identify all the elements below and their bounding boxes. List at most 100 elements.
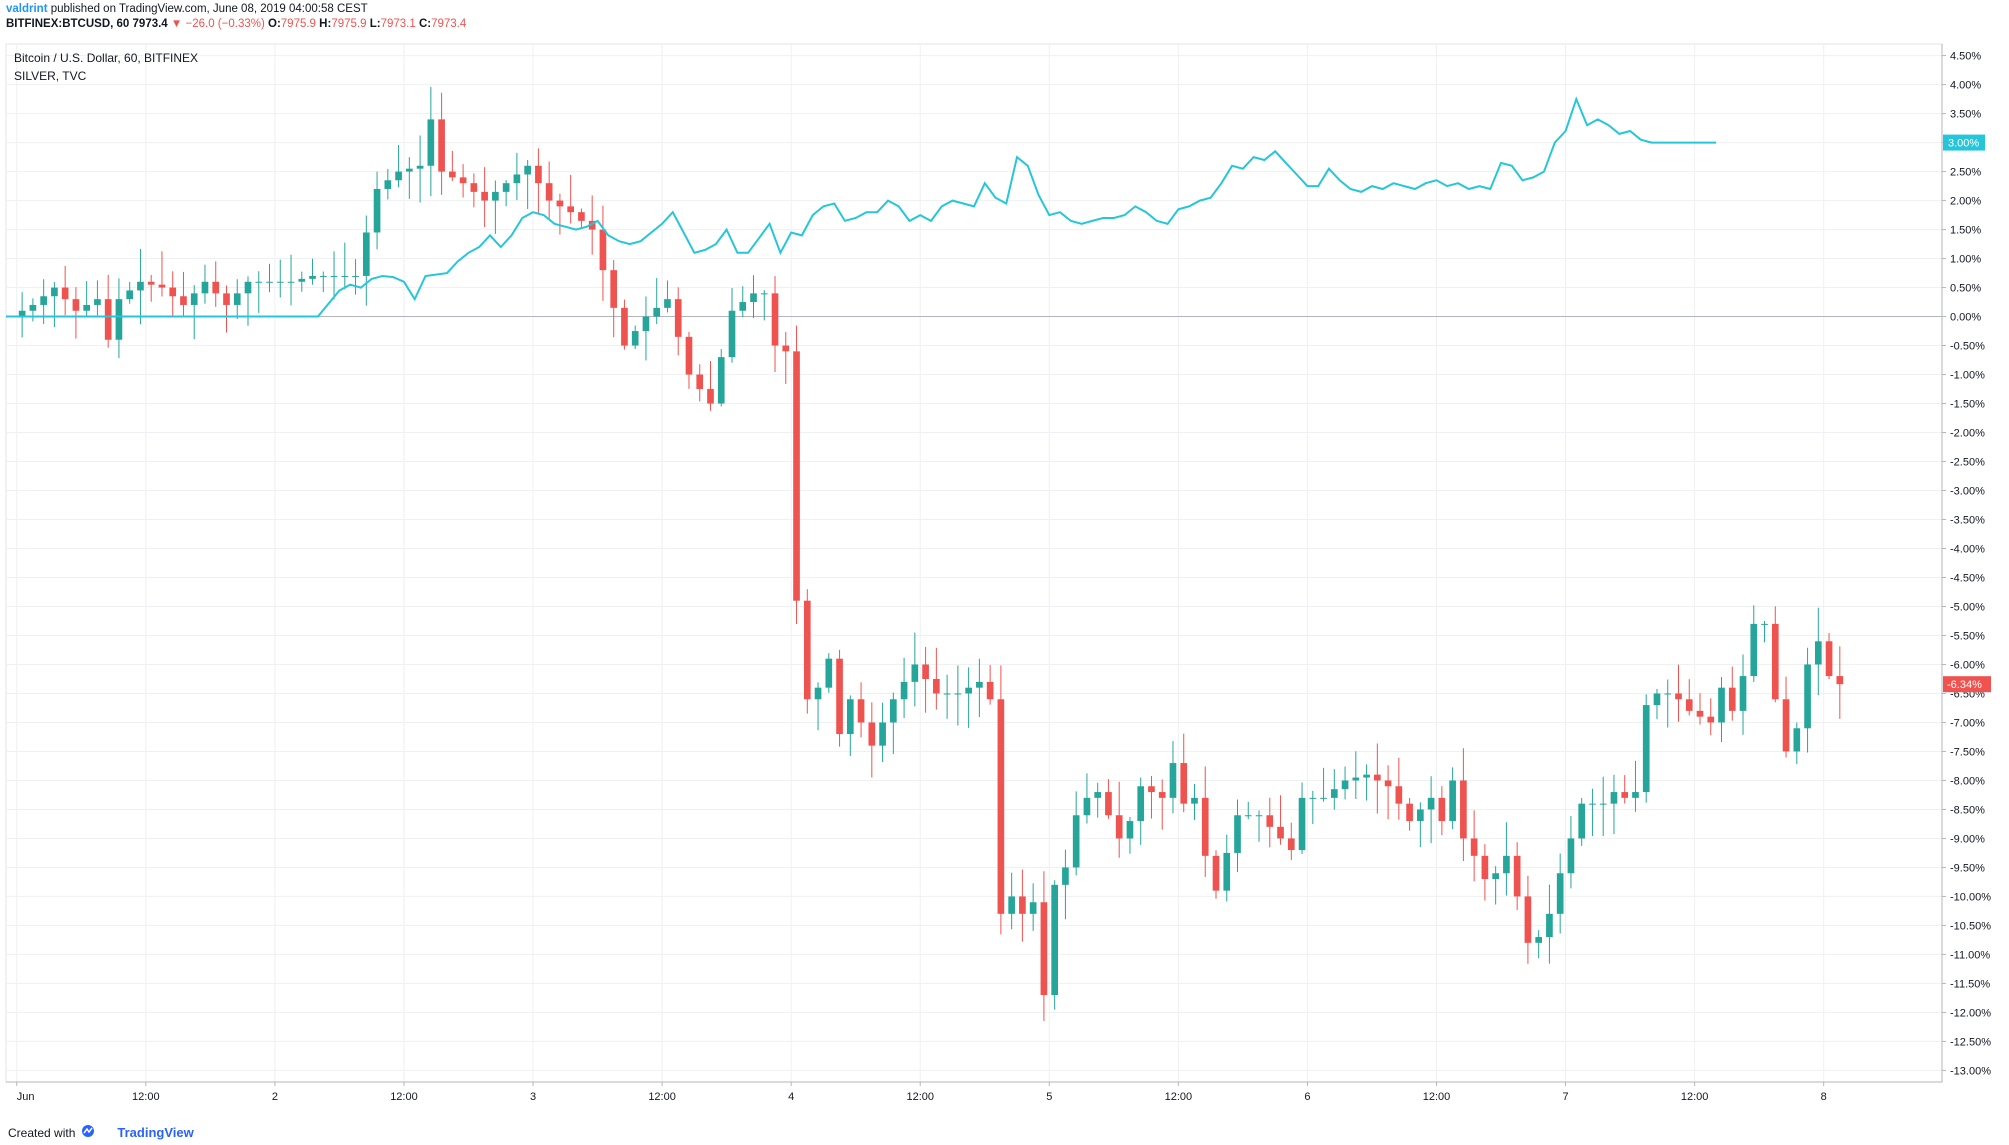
candle-body bbox=[836, 658, 843, 735]
symbol-name: BITFINEX:BTCUSD, 60 bbox=[6, 18, 130, 30]
candle-body bbox=[1352, 777, 1360, 781]
y-tick-label: 4.00% bbox=[1950, 80, 1981, 92]
y-tick-label: -4.00% bbox=[1950, 544, 1985, 556]
y-tick-label: -7.00% bbox=[1950, 717, 1985, 729]
candle-body bbox=[1492, 873, 1499, 880]
y-tick-label: -10.00% bbox=[1950, 891, 1991, 903]
candle-body bbox=[793, 351, 800, 601]
candle-body bbox=[986, 681, 994, 700]
candle-body bbox=[223, 293, 230, 305]
last-value-labels: 3.00% -6.34% bbox=[1943, 134, 1991, 693]
candle-body bbox=[889, 699, 897, 723]
candle-body bbox=[126, 290, 134, 300]
candle-body bbox=[599, 229, 607, 271]
x-tick-label: 12:00 bbox=[648, 1091, 676, 1103]
candle-body bbox=[1664, 693, 1672, 695]
candle-body bbox=[449, 171, 456, 178]
candle-body bbox=[147, 281, 155, 285]
candle-body bbox=[1739, 676, 1747, 711]
candle-body bbox=[1105, 792, 1112, 816]
candle-body bbox=[266, 281, 273, 283]
candle-body bbox=[405, 168, 413, 172]
candle-body bbox=[330, 275, 338, 277]
x-tick-label: 3 bbox=[530, 1091, 536, 1103]
footer: Created with TradingView bbox=[8, 1124, 194, 1141]
candle-body bbox=[1363, 774, 1370, 778]
candle-body bbox=[1793, 728, 1801, 752]
candle-body bbox=[1782, 699, 1790, 752]
candle-body bbox=[1201, 797, 1209, 856]
y-tick-label: -8.50% bbox=[1950, 804, 1985, 816]
candle-body bbox=[1395, 786, 1403, 804]
btc-last-badge bbox=[1943, 676, 1991, 693]
candle-body bbox=[1771, 623, 1779, 700]
candle-body bbox=[1610, 792, 1618, 804]
legend-compare[interactable]: SILVER, TVC bbox=[14, 69, 87, 83]
candle-body bbox=[922, 664, 929, 679]
candle-body bbox=[1567, 838, 1575, 874]
candle-body bbox=[309, 275, 316, 279]
low-label: L: bbox=[369, 18, 381, 30]
candle-body bbox=[459, 177, 467, 184]
candle-body bbox=[115, 299, 123, 340]
down-arrow-icon: ▼ bbox=[170, 18, 183, 30]
candle-body bbox=[513, 174, 521, 184]
created-with-text: Created with bbox=[8, 1125, 76, 1140]
x-tick-label: 8 bbox=[1821, 1091, 1827, 1103]
candle-body bbox=[707, 389, 714, 404]
candle-body bbox=[438, 119, 445, 172]
candle-body bbox=[1384, 780, 1392, 787]
candle-body bbox=[954, 693, 962, 695]
candle-body bbox=[51, 287, 58, 297]
y-tick-label: -10.50% bbox=[1950, 920, 1991, 932]
candle-body bbox=[1513, 855, 1521, 897]
x-tick-label: 2 bbox=[272, 1091, 278, 1103]
candle-body bbox=[373, 188, 381, 233]
candle-body bbox=[427, 119, 435, 166]
open-value: 7975.9 bbox=[280, 18, 316, 30]
candle-body bbox=[137, 281, 144, 291]
y-tick-label: 4.50% bbox=[1950, 51, 1981, 63]
y-tick-label: 0.00% bbox=[1950, 312, 1981, 324]
candle-body bbox=[642, 316, 650, 332]
candle-body bbox=[717, 357, 725, 404]
price-axis[interactable]: 4.50% 4.00% 3.50% 3.00% 2.50% 2.00% 1.50% 1.00%… bbox=[1942, 51, 1991, 1078]
candle-body bbox=[341, 275, 349, 277]
legend-main[interactable]: Bitcoin / U.S. Dollar, 60, BITFINEX bbox=[14, 51, 198, 65]
tradingview-brand[interactable]: TradingView bbox=[117, 1125, 194, 1140]
candle-body bbox=[1417, 809, 1424, 822]
candle-body bbox=[352, 275, 359, 277]
candle-body bbox=[1836, 676, 1844, 685]
candle-body bbox=[621, 307, 628, 346]
candle-body bbox=[29, 304, 37, 311]
candle-body bbox=[1277, 826, 1284, 839]
y-tick-label: 2.00% bbox=[1950, 196, 1981, 208]
candle-body bbox=[1825, 641, 1833, 677]
candle-body bbox=[1814, 641, 1822, 665]
candle-body bbox=[319, 275, 327, 277]
candle-body bbox=[1115, 815, 1123, 839]
candle-body bbox=[1675, 693, 1682, 700]
last-price: 7973.4 bbox=[132, 18, 168, 30]
candle-body bbox=[857, 699, 865, 723]
y-tick-label: -12.00% bbox=[1950, 1007, 1991, 1019]
candle-body bbox=[395, 171, 402, 181]
candle-body bbox=[1804, 664, 1811, 729]
plot-area[interactable] bbox=[5, 43, 1943, 1083]
grid-lines bbox=[6, 44, 1942, 1082]
open-label: O: bbox=[268, 18, 281, 30]
publisher-link[interactable]: valdrint bbox=[6, 3, 48, 15]
candle-body bbox=[1330, 789, 1338, 798]
candle-body bbox=[771, 293, 779, 346]
x-tick-label: 12:00 bbox=[1681, 1091, 1709, 1103]
candle-body bbox=[556, 200, 564, 207]
time-axis[interactable]: Jun 12:00 2 12:00 3 12:00 4 12:00 5 12:00 6 12:00 7 1… bbox=[16, 1082, 1827, 1103]
candle-body bbox=[1320, 797, 1327, 799]
candle-body bbox=[470, 183, 478, 192]
candle-body bbox=[965, 687, 972, 694]
chart-header: valdrint published on TradingView.com, J… bbox=[6, 2, 466, 36]
candle-body bbox=[728, 310, 736, 358]
candle-body bbox=[653, 307, 661, 317]
y-tick-label: -11.00% bbox=[1950, 949, 1990, 961]
